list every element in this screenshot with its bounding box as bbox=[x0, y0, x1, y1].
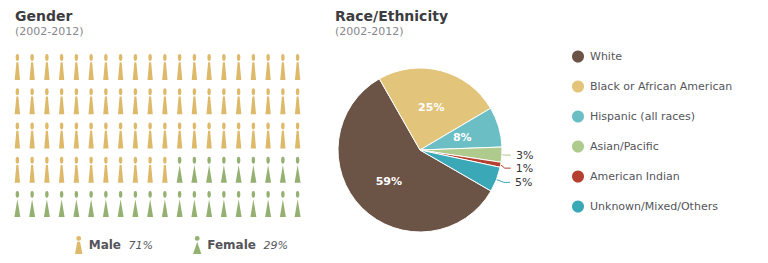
svg-text:5%: 5% bbox=[515, 176, 532, 189]
svg-text:Black or African American: Black or African American bbox=[590, 80, 732, 93]
svg-text:American Indian: American Indian bbox=[590, 170, 680, 183]
svg-text:1%: 1% bbox=[516, 162, 533, 175]
svg-text:29%: 29% bbox=[264, 239, 288, 252]
svg-text:Female: Female bbox=[207, 238, 256, 252]
svg-text:Unknown/Mixed/Others: Unknown/Mixed/Others bbox=[590, 200, 718, 213]
svg-text:25%: 25% bbox=[418, 101, 444, 114]
svg-text:59%: 59% bbox=[376, 175, 402, 188]
svg-text:Male: Male bbox=[89, 238, 121, 252]
svg-text:(2002-2012): (2002-2012) bbox=[335, 25, 404, 38]
svg-text:(2002-2012): (2002-2012) bbox=[15, 25, 84, 38]
svg-text:Asian/Pacific: Asian/Pacific bbox=[590, 140, 659, 153]
svg-text:71%: 71% bbox=[129, 239, 153, 252]
svg-text:Gender: Gender bbox=[15, 8, 72, 24]
svg-text:Race/Ethnicity: Race/Ethnicity bbox=[335, 8, 448, 24]
svg-text:3%: 3% bbox=[516, 149, 533, 162]
svg-text:Hispanic (all races): Hispanic (all races) bbox=[590, 110, 695, 123]
svg-text:8%: 8% bbox=[453, 131, 472, 144]
svg-text:White: White bbox=[590, 50, 622, 63]
